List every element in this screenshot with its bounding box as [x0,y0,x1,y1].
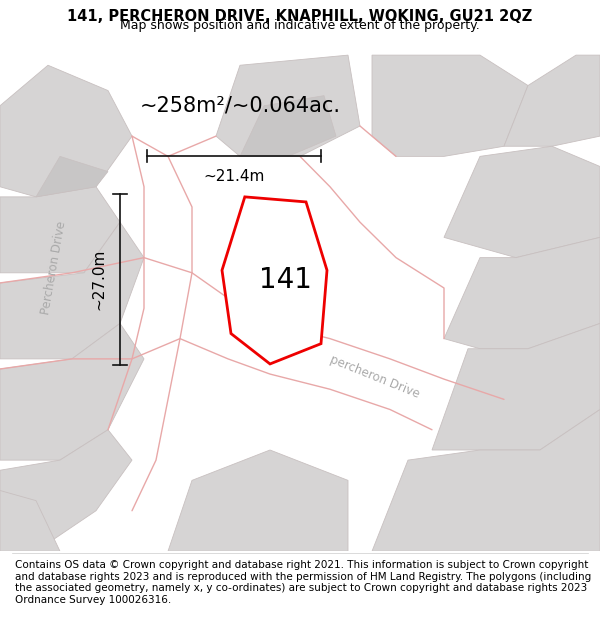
Polygon shape [0,65,132,197]
Polygon shape [240,96,336,156]
Text: Map shows position and indicative extent of the property.: Map shows position and indicative extent… [120,19,480,32]
Polygon shape [0,324,144,460]
Text: percheron Drive: percheron Drive [328,352,422,401]
Polygon shape [0,430,132,551]
Polygon shape [216,55,360,156]
Polygon shape [168,450,348,551]
Text: ~21.4m: ~21.4m [203,169,265,184]
Polygon shape [36,156,108,197]
Polygon shape [444,146,600,258]
Polygon shape [444,238,600,349]
Polygon shape [432,324,600,450]
Text: Contains OS data © Crown copyright and database right 2021. This information is : Contains OS data © Crown copyright and d… [15,560,591,605]
Text: Percheron Drive: Percheron Drive [40,220,68,316]
Polygon shape [0,187,120,272]
Text: 141: 141 [259,266,311,294]
Polygon shape [222,197,327,364]
Text: 141, PERCHERON DRIVE, KNAPHILL, WOKING, GU21 2QZ: 141, PERCHERON DRIVE, KNAPHILL, WOKING, … [67,9,533,24]
Polygon shape [0,222,144,359]
Polygon shape [504,55,600,146]
Polygon shape [372,55,528,156]
Text: ~258m²/~0.064ac.: ~258m²/~0.064ac. [139,96,341,116]
Polygon shape [0,491,60,551]
Text: ~27.0m: ~27.0m [92,249,107,311]
Polygon shape [372,409,600,551]
